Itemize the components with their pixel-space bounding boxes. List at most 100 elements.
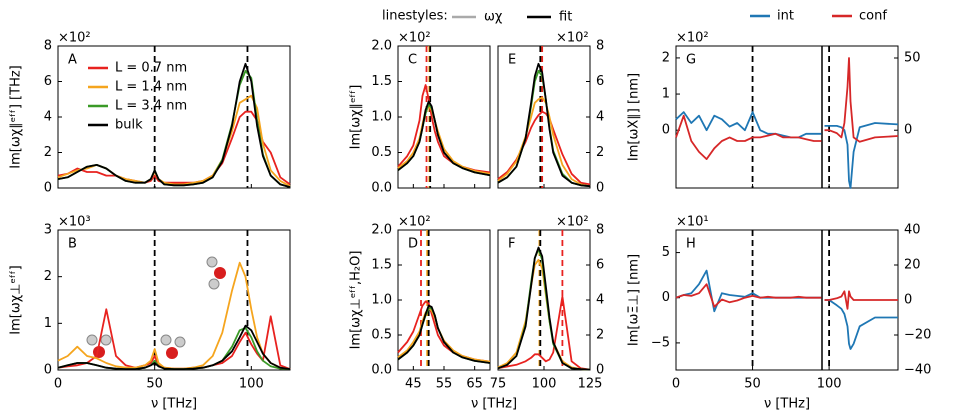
series-line [397, 304, 491, 364]
x-tick-label: 100 [239, 377, 264, 392]
series-line [497, 110, 591, 186]
y2-tick-label: 50 [904, 50, 921, 65]
panel-label: D [408, 237, 418, 252]
scale-label: ×10¹ [676, 215, 709, 230]
y-tick-label: 6 [596, 258, 604, 273]
y-tick-label: 0.0 [371, 363, 392, 378]
y2-tick-label: 20 [904, 258, 921, 273]
x-tick-label: 100 [817, 377, 842, 392]
y-axis-label: Im[ωχ∥ᵉᶠᶠ] [349, 85, 364, 150]
x-axis-label: ν [THz] [471, 397, 517, 412]
y-axis-label: Im[ωΞ⊥] [nm] [627, 254, 642, 346]
y-tick-label: 2 [662, 50, 670, 65]
series-line [397, 100, 491, 177]
y-tick-label: 3 [44, 223, 52, 238]
legend-label: L = 3.4 nm [115, 99, 187, 114]
y-tick-label: 0.5 [371, 145, 392, 160]
y-tick-label: 2 [44, 269, 52, 284]
molecule-icon [86, 256, 226, 359]
scale-label: ×10³ [58, 215, 91, 230]
y-tick-label: 2.0 [371, 223, 392, 238]
series-line [497, 96, 591, 188]
panel-label: B [68, 237, 77, 252]
x-axis-label: ν [THz] [764, 397, 810, 412]
series-line [57, 110, 291, 186]
panel-label: A [68, 53, 77, 68]
series-line [675, 269, 822, 313]
y-tick-label: 0 [44, 363, 52, 378]
y-tick-label: 1.5 [371, 74, 392, 89]
series-line [824, 122, 899, 189]
legend-label: conf [859, 9, 887, 24]
legend-label: int [777, 9, 794, 24]
x-tick-label: 0 [672, 377, 680, 392]
y-tick-label: 1 [662, 87, 670, 102]
y-tick-label: 5 [662, 245, 670, 260]
y-axis-label: Im[ωχ∥ᵉᶠᶠ] [THz] [9, 65, 24, 168]
y-tick-label: 0 [662, 290, 670, 305]
x-axis-label: ν [THz] [151, 397, 197, 412]
axes-frame [675, 45, 899, 189]
x-tick-label: 75 [490, 377, 507, 392]
y2-tick-label: −20 [904, 328, 931, 343]
series-line [497, 295, 591, 371]
x-tick-label: 50 [146, 377, 163, 392]
legend-label: fit [559, 10, 572, 25]
panel-label: H [686, 237, 696, 252]
y-tick-label: 8 [596, 223, 604, 238]
y-tick-label: 2 [596, 328, 604, 343]
x-tick-label: 65 [466, 377, 483, 392]
series-line [497, 246, 591, 371]
y-tick-label: 1 [44, 316, 52, 331]
x-tick-label: 100 [532, 377, 557, 392]
y2-tick-label: 40 [904, 223, 921, 238]
y-tick-label: 4 [44, 110, 52, 125]
y-tick-label: 1.0 [371, 293, 392, 308]
y-tick-label: 0 [44, 181, 52, 196]
y-tick-label: 2 [596, 145, 604, 160]
y-tick-label: 0 [662, 123, 670, 138]
series-line [57, 62, 291, 188]
y-tick-label: 4 [596, 293, 604, 308]
series-line [675, 283, 822, 308]
scale-label: ×10² [398, 31, 431, 46]
scale-label: ×10² [676, 31, 709, 46]
y-tick-label: 0.0 [371, 181, 392, 196]
y-axis-label: Im[ωχ⊥ᵉᶠᶠ] [9, 265, 24, 335]
series-line [397, 103, 491, 177]
panel-label: F [508, 237, 515, 252]
series-line [824, 299, 898, 350]
x-tick-label: 45 [405, 377, 422, 392]
series-line [57, 324, 291, 370]
scale-label: ×10² [556, 215, 589, 230]
legend-label: L = 1.4 nm [115, 80, 187, 95]
y-tick-label: 2.0 [371, 39, 392, 54]
series-line [824, 290, 898, 310]
y-tick-label: 0.5 [371, 328, 392, 343]
series-line [397, 84, 491, 174]
y-tick-label: 8 [596, 39, 604, 54]
y2-tick-label: −40 [904, 363, 931, 378]
legend-label: L = 0.7 nm [115, 61, 187, 76]
scale-label: ×10² [398, 215, 431, 230]
series-line [824, 57, 899, 143]
y-tick-label: 1.0 [371, 110, 392, 125]
panel-label: C [408, 53, 417, 68]
y-tick-label: −5 [651, 335, 670, 350]
y-tick-label: 0 [596, 363, 604, 378]
legend-label: bulk [115, 118, 143, 133]
panel-label: G [686, 53, 696, 68]
linestyles-label: linestyles: [382, 9, 448, 24]
y-tick-label: 1.5 [371, 258, 392, 273]
scale-label: ×10² [58, 31, 91, 46]
series-line [397, 300, 491, 363]
legend-label: ωχ [484, 10, 503, 25]
series-line [675, 111, 822, 139]
scale-label: ×10² [556, 31, 589, 46]
x-tick-label: 0 [54, 377, 62, 392]
x-tick-label: 55 [436, 377, 453, 392]
x-tick-label: 50 [744, 377, 761, 392]
y-tick-label: 6 [44, 74, 52, 89]
y-axis-label: Im[ωX∥] [nm] [627, 73, 642, 161]
